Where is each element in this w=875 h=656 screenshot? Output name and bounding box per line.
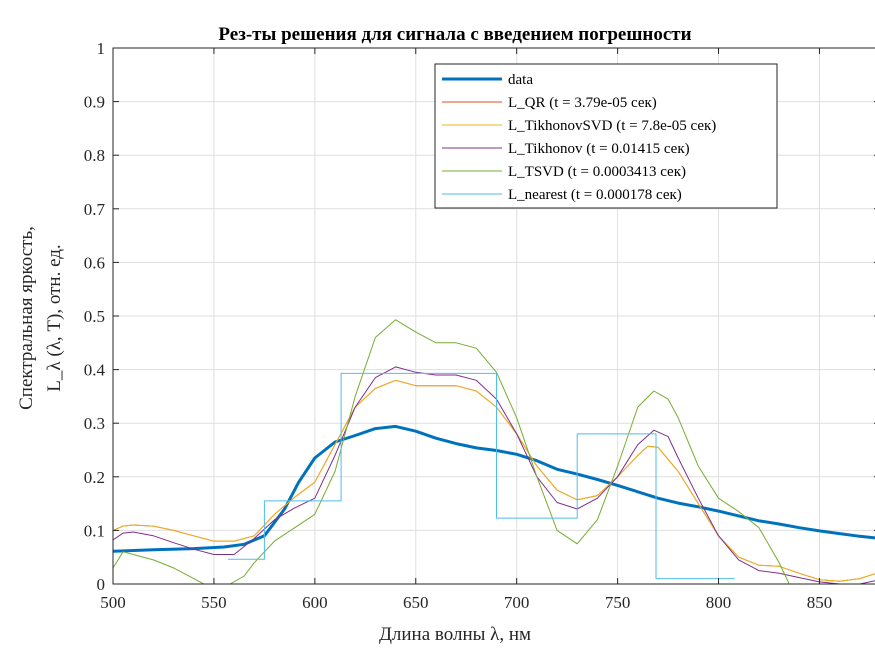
y-tick: 0 <box>97 575 875 594</box>
y-tick-label: 0.5 <box>84 307 105 326</box>
x-tick-label: 750 <box>605 593 631 612</box>
x-tick-label: 650 <box>403 593 429 612</box>
x-tick-label: 500 <box>100 593 126 612</box>
x-tick: 850 <box>807 48 833 612</box>
y-tick-label: 0.3 <box>84 414 105 433</box>
y-tick-label: 1 <box>97 39 106 58</box>
y-tick-label: 0.4 <box>84 361 106 380</box>
y-tick: 0.3 <box>84 414 875 433</box>
legend-entry-label: L_TSVD (t = 0.0003413 сек) <box>508 164 686 180</box>
legend: data L_QR (t = 3.79e-05 сек) L_TikhonovSVD… <box>434 63 778 209</box>
x-tick: 550 <box>201 48 227 612</box>
y-tick: 0.7 <box>84 200 875 219</box>
legend-entry-label: L_TikhonovSVD (t = 7.8e-05 сек) <box>508 118 716 134</box>
legend-entry-label: L_Tikhonov (t = 0.01415 сек) <box>508 141 690 157</box>
y-tick: 0.1 <box>84 521 875 540</box>
x-tick: 600 <box>302 48 328 612</box>
y-tick: 0.8 <box>84 146 875 165</box>
x-tick: 700 <box>504 48 530 612</box>
x-tick: 650 <box>403 48 429 612</box>
x-tick-label: 800 <box>706 593 732 612</box>
x-axis-ticks: 500 550 600 650 700 750 800 850 <box>100 48 832 612</box>
y-tick-label: 0.2 <box>84 468 105 487</box>
y-tick-label: 0 <box>97 575 106 594</box>
legend-box <box>434 63 778 209</box>
y-axis-label-line1: Спектральная яркость, <box>16 226 37 410</box>
x-tick-label: 550 <box>201 593 227 612</box>
y-tick-label: 0.9 <box>84 93 105 112</box>
chart-title: Рез-ты решения для сигнала с введением п… <box>218 24 691 45</box>
y-tick: 1 <box>97 39 875 58</box>
y-tick: 0.6 <box>84 253 875 272</box>
y-tick: 0.4 <box>84 361 875 380</box>
y-axis-label-line2: L_λ (λ, T), отн. ед. <box>44 244 65 391</box>
legend-entry-label: L_nearest (t = 0.000178 сек) <box>508 187 682 203</box>
y-tick: 0.5 <box>84 307 875 326</box>
x-tick-label: 700 <box>504 593 530 612</box>
legend-entry-label: L_QR (t = 3.79e-05 сек) <box>508 95 657 111</box>
x-tick: 750 <box>605 48 631 612</box>
series-line-5 <box>228 372 735 580</box>
x-tick-label: 600 <box>302 593 328 612</box>
x-tick-label: 850 <box>807 593 833 612</box>
y-axis-ticks: 0 0.1 0.2 0.3 0.4 0.5 0.6 0.7 0.8 0.9 1 <box>84 39 875 594</box>
y-tick-label: 0.1 <box>84 521 105 540</box>
y-tick-label: 0.8 <box>84 146 105 165</box>
legend-entry-label: data <box>508 72 533 88</box>
y-tick-label: 0.7 <box>84 200 106 219</box>
y-tick-label: 0.6 <box>84 253 105 272</box>
x-axis-label: Длина волны λ, нм <box>379 624 531 645</box>
x-tick: 800 <box>706 48 732 612</box>
y-axis-label: Спектральная яркость, L_λ (λ, T), отн. е… <box>16 226 65 410</box>
series-layer <box>113 319 875 584</box>
y-tick: 0.2 <box>84 468 875 487</box>
series-line-4 <box>113 319 790 584</box>
y-tick: 0.9 <box>84 93 875 112</box>
x-tick: 500 <box>100 48 126 612</box>
series-line-0 <box>113 424 875 553</box>
